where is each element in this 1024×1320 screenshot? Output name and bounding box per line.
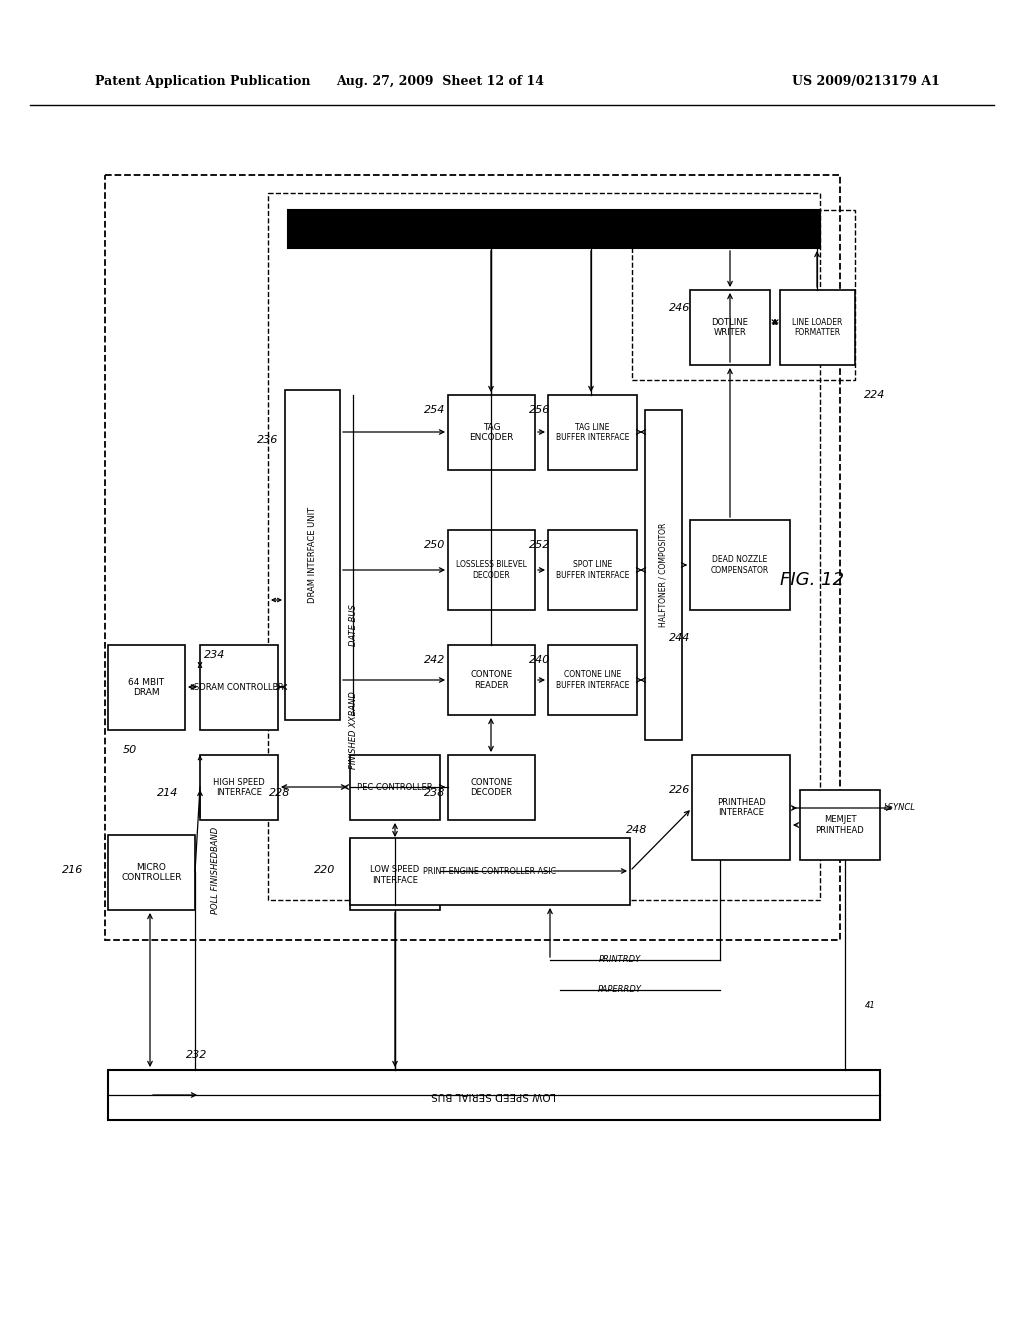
Text: PRINTHEAD
INTERFACE: PRINTHEAD INTERFACE — [717, 797, 765, 817]
Text: PRINT ENGINE CONTROLLER ASIC: PRINT ENGINE CONTROLLER ASIC — [424, 867, 557, 876]
Text: 252: 252 — [529, 540, 551, 550]
Bar — [105, 176, 840, 940]
Text: 242: 242 — [424, 655, 445, 665]
Text: 230: 230 — [299, 223, 321, 234]
Bar — [350, 840, 440, 909]
Text: 232: 232 — [186, 1049, 208, 1060]
Text: 226: 226 — [670, 785, 690, 795]
Text: 248: 248 — [627, 825, 648, 836]
Text: FINISHED XXBAND: FINISHED XXBAND — [348, 692, 357, 770]
Text: LSYNCL: LSYNCL — [884, 804, 915, 813]
Text: LOSSLESS BILEVEL
DECODER: LOSSLESS BILEVEL DECODER — [456, 560, 527, 579]
Text: 220: 220 — [314, 865, 336, 875]
Text: DATE BUS: DATE BUS — [348, 605, 357, 645]
Text: 216: 216 — [62, 865, 84, 875]
Bar — [108, 1071, 880, 1119]
Text: 41: 41 — [864, 1001, 876, 1010]
Bar — [200, 645, 278, 730]
Text: 256: 256 — [529, 405, 551, 414]
Bar — [449, 645, 535, 715]
Text: MEMJET
PRINTHEAD: MEMJET PRINTHEAD — [816, 816, 864, 834]
Bar — [200, 755, 278, 820]
Bar — [800, 789, 880, 861]
Text: LOW SPEED SERIAL BUS: LOW SPEED SERIAL BUS — [431, 1090, 556, 1100]
Bar — [108, 645, 185, 730]
Text: MICRO
CONTROLLER: MICRO CONTROLLER — [121, 863, 181, 882]
Text: LOW SPEED
INTERFACE: LOW SPEED INTERFACE — [371, 866, 420, 884]
Text: SPOT LINE
BUFFER INTERFACE: SPOT LINE BUFFER INTERFACE — [556, 560, 629, 579]
Text: HALFTONER / COMPOSITOR: HALFTONER / COMPOSITOR — [659, 523, 668, 627]
Text: FIG. 12: FIG. 12 — [780, 572, 844, 589]
Text: 64 MBIT
DRAM: 64 MBIT DRAM — [128, 677, 165, 697]
Text: PEC CONTROLLER: PEC CONTROLLER — [357, 783, 433, 792]
Bar — [108, 836, 195, 909]
Bar — [548, 645, 637, 715]
Bar — [350, 838, 630, 906]
Bar — [645, 411, 682, 741]
Text: HIGH SPEED
INTERFACE: HIGH SPEED INTERFACE — [213, 777, 265, 797]
Text: SDRAM CONTROLLER: SDRAM CONTROLLER — [195, 682, 284, 692]
Bar — [285, 389, 340, 719]
Text: CONTONE
READER: CONTONE READER — [470, 671, 513, 689]
Text: PRINTRDY: PRINTRDY — [599, 956, 641, 965]
Text: 240: 240 — [529, 655, 551, 665]
Text: 236: 236 — [257, 436, 279, 445]
Text: 50: 50 — [123, 744, 137, 755]
Text: DRAM INTERFACE UNIT: DRAM INTERFACE UNIT — [308, 507, 317, 603]
Text: CONTONE LINE
BUFFER INTERFACE: CONTONE LINE BUFFER INTERFACE — [556, 671, 629, 689]
Text: 244: 244 — [670, 634, 690, 643]
Bar — [268, 193, 820, 900]
Text: LINE LOADER
FORMATTER: LINE LOADER FORMATTER — [793, 318, 843, 337]
Text: CONTONE
DECODER: CONTONE DECODER — [470, 777, 513, 797]
Text: US 2009/0213179 A1: US 2009/0213179 A1 — [793, 75, 940, 88]
Text: 238: 238 — [424, 788, 445, 799]
Text: 224: 224 — [864, 389, 886, 400]
Text: DEAD NOZZLE
COMPENSATOR: DEAD NOZZLE COMPENSATOR — [711, 556, 769, 574]
Bar — [449, 755, 535, 820]
Text: PAPERRDY: PAPERRDY — [598, 986, 642, 994]
Bar — [449, 531, 535, 610]
Text: POLL FINISHEDBAND: POLL FINISHEDBAND — [211, 826, 219, 913]
Text: TAG LINE
BUFFER INTERFACE: TAG LINE BUFFER INTERFACE — [556, 422, 629, 442]
Text: 234: 234 — [205, 649, 225, 660]
Text: 246: 246 — [670, 304, 690, 313]
Text: Patent Application Publication: Patent Application Publication — [95, 75, 310, 88]
Bar — [690, 290, 770, 366]
Text: 250: 250 — [424, 540, 445, 550]
Text: 228: 228 — [269, 788, 291, 799]
Text: 214: 214 — [158, 788, 178, 799]
Text: Aug. 27, 2009  Sheet 12 of 14: Aug. 27, 2009 Sheet 12 of 14 — [336, 75, 544, 88]
Bar — [692, 755, 790, 861]
Bar — [632, 210, 855, 380]
Bar — [288, 210, 820, 248]
Text: 254: 254 — [424, 405, 445, 414]
Bar — [548, 531, 637, 610]
Text: DOTLINE
WRITER: DOTLINE WRITER — [712, 318, 749, 337]
Bar — [449, 395, 535, 470]
Bar — [350, 755, 440, 820]
Bar — [548, 395, 637, 470]
Bar — [780, 290, 855, 366]
Text: TAG
ENCODER: TAG ENCODER — [469, 422, 514, 442]
Bar — [690, 520, 790, 610]
